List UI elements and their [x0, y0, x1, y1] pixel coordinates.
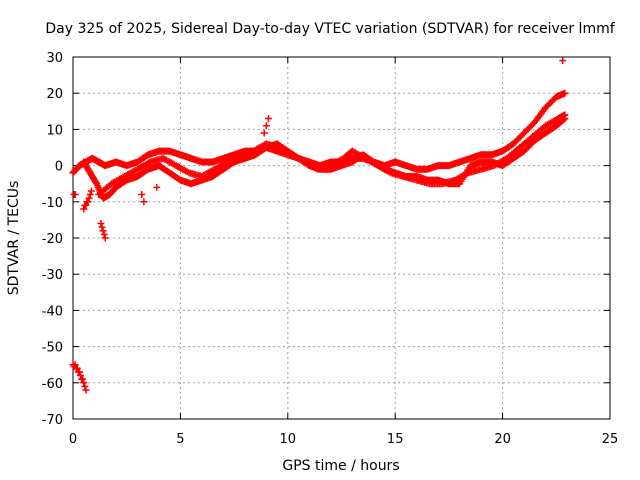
data-point: [138, 191, 146, 199]
y-tick-label: -20: [42, 232, 63, 247]
x-tick-label: 20: [494, 432, 511, 447]
y-tick-label: 30: [46, 51, 63, 66]
chart-title: Day 325 of 2025, Sidereal Day-to-day VTE…: [45, 21, 615, 37]
data-point: [82, 386, 90, 394]
data-point: [84, 198, 92, 206]
data-point: [71, 191, 79, 199]
y-tick-label: -10: [42, 196, 63, 211]
data-point: [77, 372, 85, 380]
data-point: [85, 194, 93, 202]
y-tick-label: -60: [42, 377, 63, 392]
data-point: [153, 183, 161, 191]
x-tick-label: 0: [69, 432, 77, 447]
data-point: [81, 382, 89, 390]
data-point: [140, 198, 148, 206]
data-point: [260, 129, 268, 137]
data-point: [100, 230, 108, 238]
data-point: [86, 191, 94, 199]
data-point: [101, 234, 109, 242]
x-tick-label: 10: [280, 432, 297, 447]
data-point: [561, 89, 569, 97]
data-point: [561, 111, 569, 119]
y-tick-label: -40: [42, 304, 63, 319]
data-points: [69, 57, 569, 394]
x-tick-label: 5: [176, 432, 184, 447]
data-point: [559, 57, 567, 65]
y-tick-label: 0: [55, 160, 63, 175]
data-point: [87, 187, 95, 195]
x-tick-label: 15: [387, 432, 404, 447]
data-point: [79, 375, 87, 383]
data-point: [80, 379, 88, 387]
data-point: [99, 227, 107, 235]
data-point: [80, 205, 88, 213]
data-point: [262, 122, 270, 130]
y-tick-label: -70: [42, 413, 63, 428]
data-point: [71, 361, 79, 369]
data-point: [73, 364, 81, 372]
data-point: [75, 368, 83, 376]
data-point: [264, 115, 272, 123]
data-point: [98, 223, 106, 231]
data-point: [97, 220, 105, 228]
y-tick-label: 20: [46, 87, 63, 102]
x-axis-label: GPS time / hours: [282, 458, 399, 474]
y-axis-label: SDTVAR / TECUs: [6, 181, 22, 296]
y-tick-label: 10: [46, 123, 63, 138]
data-point: [82, 201, 90, 209]
axis-ticks: 0 5 10 15 20 25 -70 -60 -50 -40 -30 -20 -10 0 10 20 30: [42, 51, 619, 447]
grid-lines: [73, 57, 610, 419]
x-tick-label: 25: [602, 432, 619, 447]
y-tick-label: -50: [42, 341, 63, 356]
y-tick-label: -30: [42, 268, 63, 283]
